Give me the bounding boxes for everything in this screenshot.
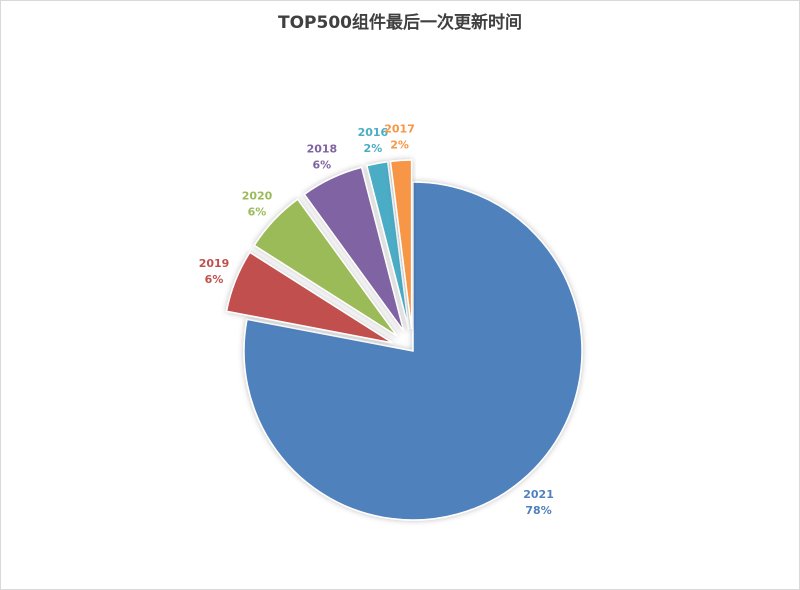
slice-value-label: 2%: [364, 142, 383, 155]
slice-value-label: 6%: [205, 273, 224, 286]
slice-category-label: 2021: [523, 488, 554, 501]
slice-category-label: 2019: [199, 257, 230, 270]
slice-value-label: 2%: [390, 138, 409, 151]
slice-value-label: 6%: [248, 206, 267, 219]
pie-slice: [225, 251, 393, 344]
slice-value-label: 6%: [313, 158, 332, 171]
slice-value-label: 78%: [525, 504, 551, 517]
pie-slice: [253, 198, 398, 337]
slice-category-label: 2016: [358, 126, 389, 139]
pie-slice: [243, 181, 583, 521]
slice-category-label: 2017: [384, 122, 415, 135]
slice-category-label: 2020: [242, 190, 273, 203]
slice-category-label: 2018: [307, 142, 338, 155]
pie-slice: [303, 166, 405, 332]
chart-title: TOP500组件最后一次更新时间: [278, 12, 522, 33]
pie-slice: [389, 159, 413, 330]
pie-slice: [365, 160, 410, 330]
